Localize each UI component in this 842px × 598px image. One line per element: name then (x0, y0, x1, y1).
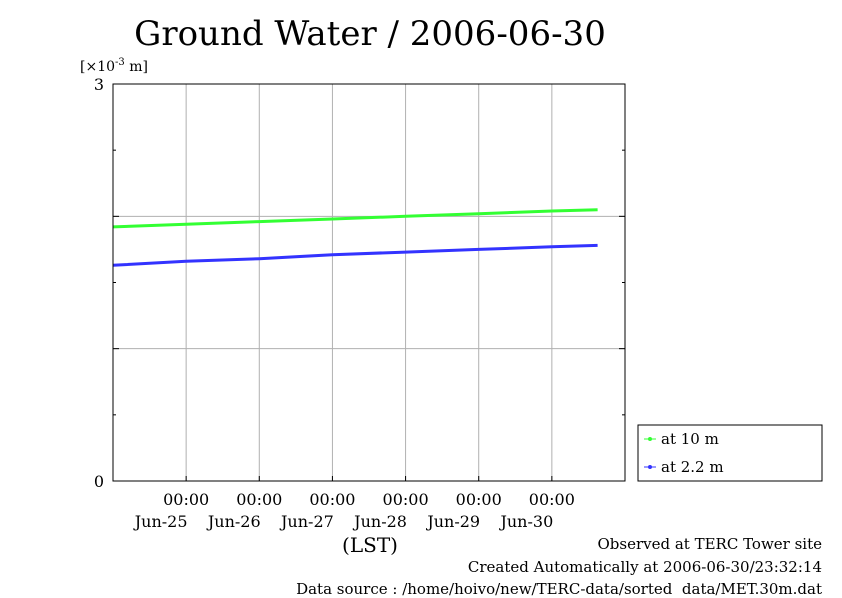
x-tick-label-date-0: Jun-25 (133, 512, 188, 531)
y-unit-exponent: -3 (115, 57, 125, 68)
x-tick-label-time-0: 00:00 (163, 490, 209, 509)
y-tick-label-1: 3 (94, 75, 104, 94)
legend-box (637, 424, 823, 482)
x-tick-label-time-2: 00:00 (309, 490, 355, 509)
x-tick-label-date-4: Jun-29 (425, 512, 480, 531)
x-tick-label-date-2: Jun-27 (279, 512, 334, 531)
axis-tick-labels: 00:00 Jun-25 00:00 Jun-26 00:00 Jun-27 00:00 Ju… (94, 75, 575, 531)
x-axis-label: (LST) (342, 533, 398, 557)
x-tick-label-date-3: Jun-28 (352, 512, 407, 531)
y-unit-label: [×10-3 m] (80, 57, 148, 75)
y-unit-prefix: [×10 (80, 59, 115, 75)
x-tick-label-time-5: 00:00 (529, 490, 575, 509)
series-line-0 (112, 208, 598, 229)
series-line-1 (112, 243, 598, 267)
x-tick-label-date-1: Jun-26 (206, 512, 261, 531)
y-tick-label-0: 0 (94, 472, 104, 491)
legend: at 10 m at 2.2 m (637, 424, 823, 482)
plot-frame (112, 83, 626, 482)
footer-observed: Observed at TERC Tower site (597, 535, 822, 553)
legend-marker-1 (648, 465, 652, 469)
axis-ticks (113, 83, 625, 482)
x-tick-label-date-5: Jun-30 (498, 512, 553, 531)
series-layer (112, 208, 598, 267)
footer-created: Created Automatically at 2006-06-30/23:3… (467, 558, 822, 576)
chart-title: Ground Water / 2006-06-30 (134, 14, 606, 54)
legend-marker-0 (648, 437, 652, 441)
legend-label-1: at 2.2 m (661, 458, 724, 476)
x-tick-label-time-1: 00:00 (236, 490, 282, 509)
grid-lines (113, 84, 625, 481)
x-tick-label-time-3: 00:00 (383, 490, 429, 509)
y-unit-suffix: m] (125, 59, 148, 75)
legend-label-0: at 10 m (661, 430, 719, 448)
x-tick-label-time-4: 00:00 (456, 490, 502, 509)
footer-source: Data source : /home/hoivo/new/TERC-data/… (296, 580, 822, 598)
